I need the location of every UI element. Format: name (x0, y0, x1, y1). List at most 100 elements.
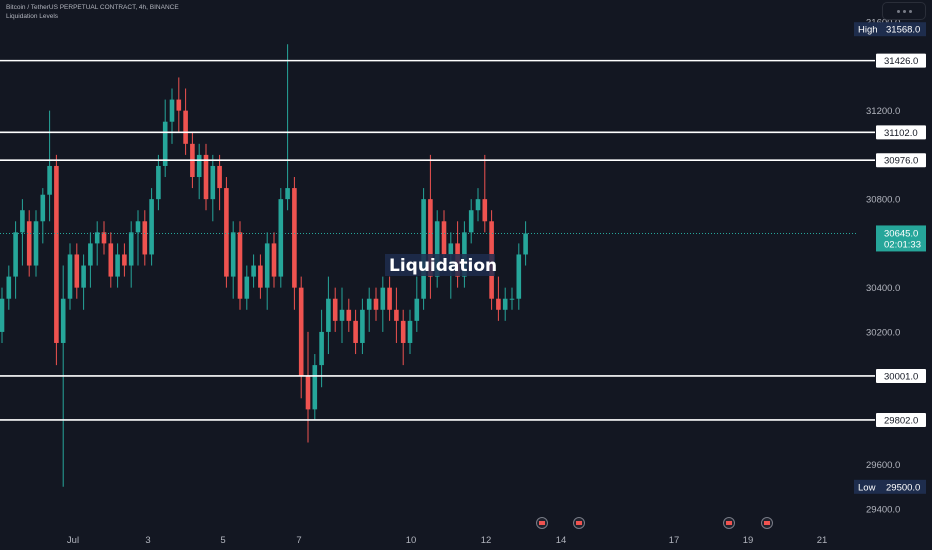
candle (169, 88, 175, 144)
candle-body (305, 376, 311, 410)
candle (400, 309, 406, 366)
earnings-event-icon[interactable] (723, 517, 735, 529)
candle (326, 276, 331, 355)
time-tick-label: 17 (669, 535, 680, 546)
candle-body (414, 298, 420, 321)
liquidation-levels-layer (0, 59, 875, 421)
last-price-value: 30645.0 (884, 228, 918, 239)
candle-body (319, 331, 324, 366)
candle-body (332, 298, 338, 321)
candle (122, 243, 127, 277)
candle-body (251, 265, 256, 277)
candle-body (346, 309, 352, 321)
candle (387, 276, 392, 321)
price-tick-label: 30200.0 (866, 327, 900, 338)
candle-body (169, 99, 175, 122)
price-tick-label: 30800.0 (866, 195, 900, 206)
candle-body (271, 243, 277, 277)
candle-body (523, 233, 528, 255)
candle-body (60, 298, 66, 343)
candle (360, 298, 365, 355)
candle (380, 276, 386, 332)
candle (40, 188, 46, 244)
candle (339, 287, 345, 343)
candle-body (448, 243, 454, 255)
time-tick-label: 3 (145, 535, 150, 546)
candle (285, 44, 290, 211)
candle-body (434, 221, 440, 277)
candle (0, 287, 5, 343)
candle-body (237, 232, 243, 299)
candle-body (366, 298, 372, 310)
more-options-button[interactable] (882, 2, 926, 20)
level-price-tag: 31426.0 (876, 53, 926, 68)
time-tick-label: 10 (406, 535, 417, 546)
earnings-event-icon[interactable] (536, 517, 548, 529)
candle-body (101, 232, 107, 244)
candle-body (162, 121, 168, 166)
time-tick-label: 19 (743, 535, 754, 546)
candle (421, 188, 426, 310)
candle (108, 232, 114, 288)
candle-body (230, 232, 236, 277)
candle (475, 188, 481, 222)
candle-body (509, 298, 515, 300)
candle-body (298, 287, 304, 377)
candle (196, 143, 202, 200)
candle (516, 243, 522, 310)
candle-body (353, 320, 358, 343)
candle-body (33, 221, 39, 266)
candle-body (387, 287, 392, 310)
candle (128, 221, 134, 288)
candle (523, 221, 528, 266)
level-price-text: 31426.0 (884, 56, 918, 67)
time-tick-label: 7 (296, 535, 301, 546)
price-tick-label: 30400.0 (866, 283, 900, 294)
candle-body (380, 287, 386, 310)
candle (332, 287, 338, 332)
candle (183, 88, 188, 155)
price-tick-label: 29400.0 (866, 504, 900, 515)
time-tick-label: 12 (481, 535, 492, 546)
level-price-text: 30001.0 (884, 371, 918, 382)
candle (142, 210, 148, 266)
candle-body (278, 199, 284, 277)
candle (496, 276, 501, 321)
candle (149, 188, 154, 266)
last-price-tag: 30645.002:01:33 (876, 225, 926, 252)
level-price-tag: 31102.0 (876, 125, 926, 140)
candle-body (122, 254, 127, 266)
events-layer (536, 517, 773, 529)
candle-body (20, 210, 25, 233)
candle-body (224, 188, 229, 277)
candle (26, 210, 32, 277)
candle (434, 210, 440, 288)
time-tick-label: Jul (67, 535, 79, 546)
candle-body (394, 309, 399, 321)
level-price-tag: 30001.0 (876, 368, 926, 383)
candle-body (6, 276, 12, 299)
candle-body (258, 265, 263, 288)
level-price-text: 30976.0 (884, 156, 918, 167)
candle-body (26, 221, 32, 266)
candle-body (183, 110, 188, 144)
level-price-tag: 29802.0 (876, 412, 926, 427)
candle-body (475, 199, 481, 211)
candle (230, 221, 236, 299)
candle (373, 287, 379, 321)
candle-body (516, 254, 522, 299)
earnings-event-icon[interactable] (573, 517, 585, 529)
candle-body (482, 199, 488, 222)
candle-body (373, 298, 379, 310)
candle (271, 232, 277, 288)
candle (54, 154, 59, 366)
earnings-event-icon[interactable] (761, 517, 773, 529)
candle (94, 221, 100, 266)
candle-body (339, 309, 345, 321)
candle (305, 331, 311, 443)
candle (346, 298, 352, 332)
candle-body (264, 243, 270, 288)
watermark-label: Liquidation (385, 254, 497, 276)
price-tick-label: 31200.0 (866, 106, 900, 117)
